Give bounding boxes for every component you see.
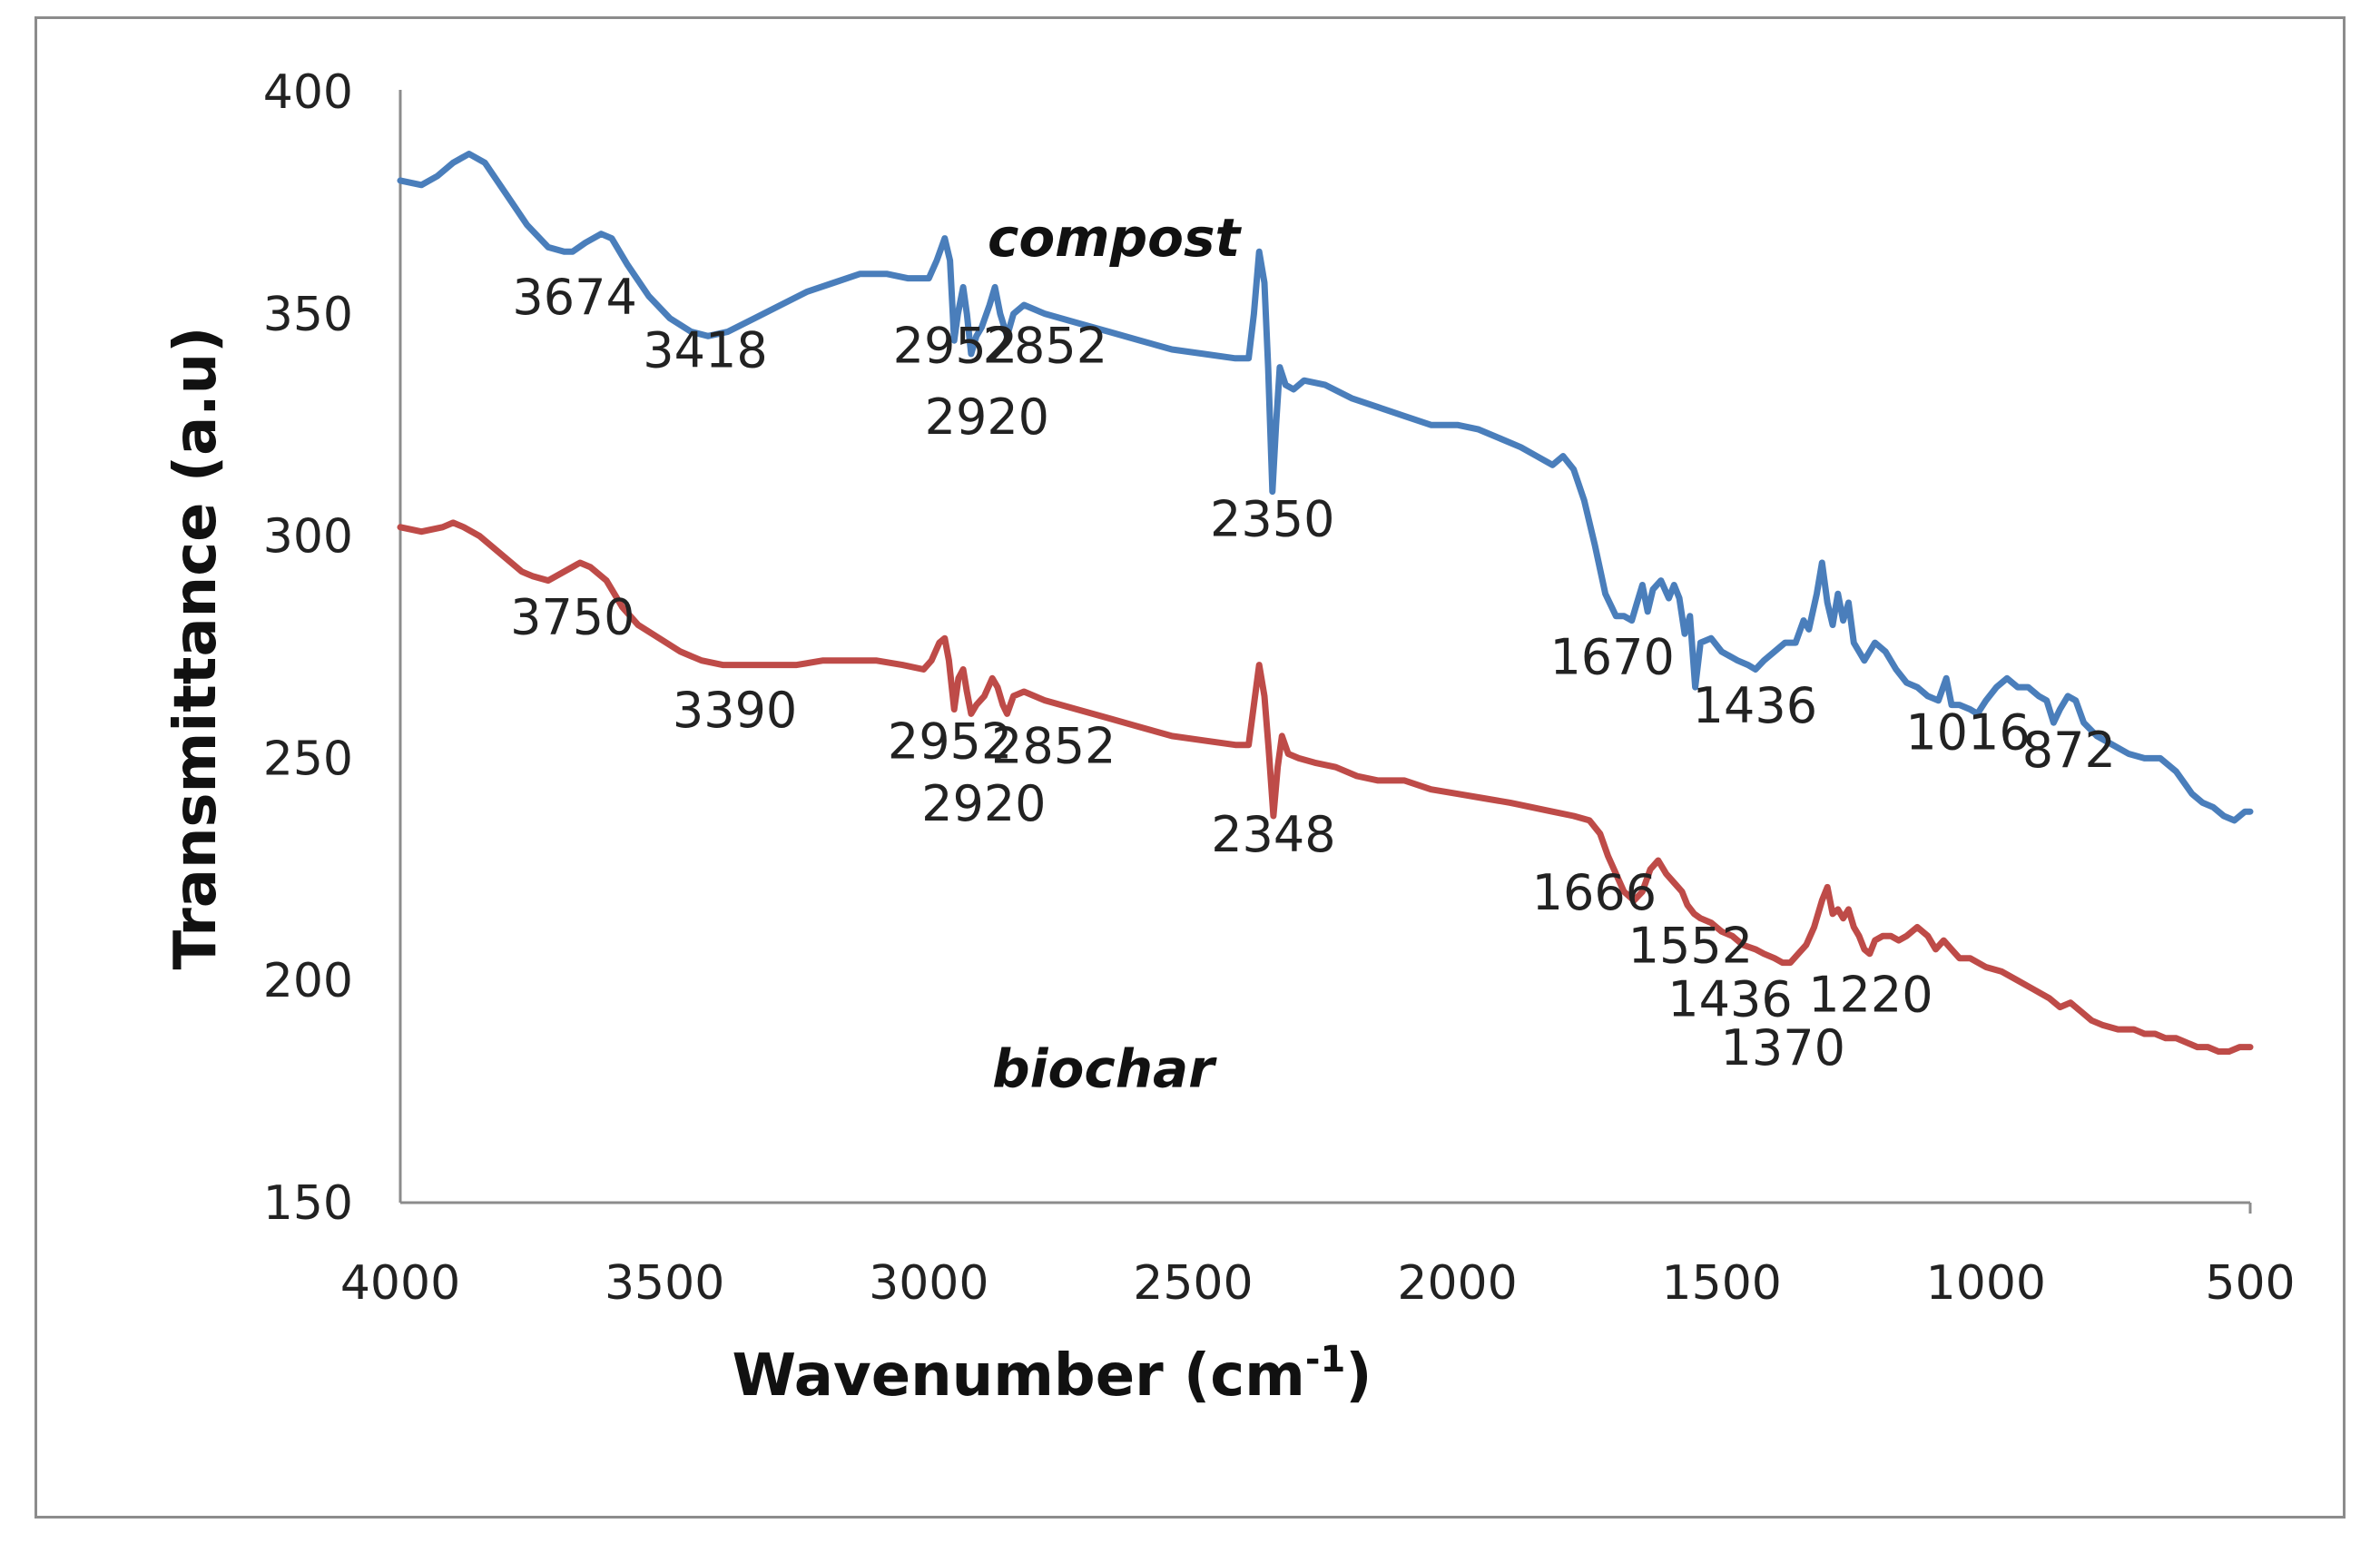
x-tick-label: 1500 [1662,1256,1782,1311]
chart: 400 350 300 250 200 150 4000 3500 3000 2500 2000 15… [162,65,2296,1410]
tick-labels: 400 350 300 250 200 150 4000 3500 3000 2500 2000 15… [263,65,2296,1311]
peak-label-biochar: 1552 [1628,918,1753,975]
peak-label-biochar: 2952 [888,713,1012,770]
series-line-biochar [397,519,2254,1055]
x-axis-title-main: Wavenumber (cm [732,1342,1304,1410]
peak-label-biochar: 1666 [1532,864,1657,921]
y-tick-label: 150 [263,1176,353,1231]
series-lines [397,151,2254,1055]
peak-label-compost: 2920 [925,388,1049,446]
axes [398,90,2252,1214]
x-tick-label: 3000 [869,1256,988,1311]
y-tick-label: 300 [263,510,353,565]
x-axis-title: Wavenumber (cm-1) [732,1339,1372,1410]
y-tick-label: 400 [263,65,353,120]
chart-frame: 400 350 300 250 200 150 4000 3500 3000 2500 2000 15… [34,16,2346,1519]
x-tick-label: 3500 [605,1256,724,1311]
x-tick-label: 2500 [1133,1256,1253,1311]
series-labels: compost biochar [988,207,1243,1100]
peak-label-biochar: 1370 [1721,1019,1845,1076]
peak-label-compost: 1670 [1549,628,1674,685]
series-line-compost [397,151,2254,824]
peak-label-compost: 2952 [893,318,1018,375]
peak-label-biochar: 1220 [1808,966,1933,1023]
series-label-biochar: biochar [992,1038,1217,1100]
peak-label-biochar: 3390 [673,682,797,739]
peak-label-biochar: 1436 [1667,970,1792,1027]
series-label-compost: compost [988,207,1243,269]
peak-label-compost: 2852 [983,318,1107,375]
x-tick-label: 500 [2205,1256,2295,1311]
peak-label-biochar: 3750 [510,588,634,645]
peak-label-biochar: 2920 [921,775,1046,832]
y-tick-label: 200 [263,954,353,1008]
peak-label-compost: 1016 [1905,704,2030,762]
x-tick-label: 2000 [1397,1256,1517,1311]
x-tick-label: 1000 [1926,1256,2046,1311]
peak-label-compost: 3418 [643,322,767,379]
y-tick-label: 350 [263,288,353,342]
y-axis-title: Transmittance (a.u) [162,327,230,970]
x-axis-title-end: ) [1345,1342,1372,1410]
peak-label-biochar: 2348 [1211,806,1335,863]
peak-label-biochar: 2852 [991,717,1116,774]
x-axis-title-superscript: -1 [1305,1339,1345,1381]
peak-label-compost: 872 [2022,722,2116,779]
peak-label-compost: 3674 [512,269,636,326]
y-tick-label: 250 [263,732,353,786]
peak-label-compost: 1436 [1693,677,1817,734]
peak-label-compost: 2350 [1210,491,1334,548]
x-tick-label: 4000 [340,1256,460,1311]
